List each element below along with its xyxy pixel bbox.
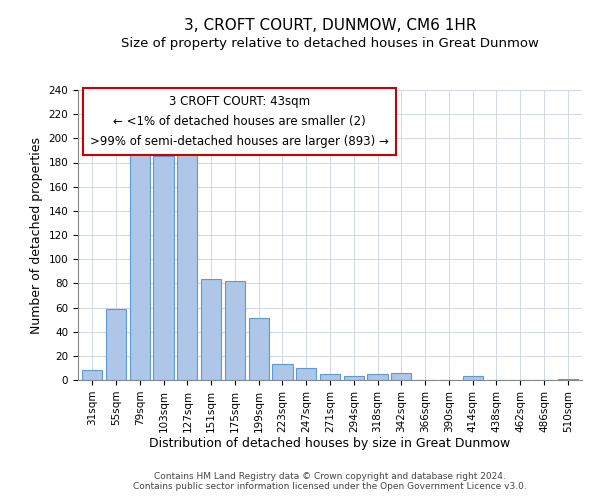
- Bar: [248, 318, 269, 380]
- Text: 3, CROFT COURT, DUNMOW, CM6 1HR: 3, CROFT COURT, DUNMOW, CM6 1HR: [184, 18, 476, 32]
- Bar: [106, 308, 126, 380]
- Bar: [201, 278, 221, 380]
- Bar: [296, 368, 316, 380]
- Bar: [367, 374, 388, 380]
- Bar: [344, 376, 364, 380]
- Text: Size of property relative to detached houses in Great Dunmow: Size of property relative to detached ho…: [121, 38, 539, 51]
- Bar: [82, 370, 103, 380]
- Bar: [557, 379, 578, 380]
- Y-axis label: Number of detached properties: Number of detached properties: [30, 136, 43, 334]
- Bar: [130, 137, 150, 380]
- Bar: [463, 376, 483, 380]
- Bar: [320, 374, 340, 380]
- Text: Contains HM Land Registry data © Crown copyright and database right 2024.: Contains HM Land Registry data © Crown c…: [154, 472, 506, 481]
- Bar: [177, 147, 197, 380]
- Bar: [272, 364, 293, 380]
- Bar: [154, 156, 173, 380]
- Text: Contains public sector information licensed under the Open Government Licence v3: Contains public sector information licen…: [133, 482, 527, 491]
- X-axis label: Distribution of detached houses by size in Great Dunmow: Distribution of detached houses by size …: [149, 438, 511, 450]
- Text: 3 CROFT COURT: 43sqm
← <1% of detached houses are smaller (2)
>99% of semi-detac: 3 CROFT COURT: 43sqm ← <1% of detached h…: [90, 95, 389, 148]
- Bar: [391, 373, 412, 380]
- Bar: [225, 281, 245, 380]
